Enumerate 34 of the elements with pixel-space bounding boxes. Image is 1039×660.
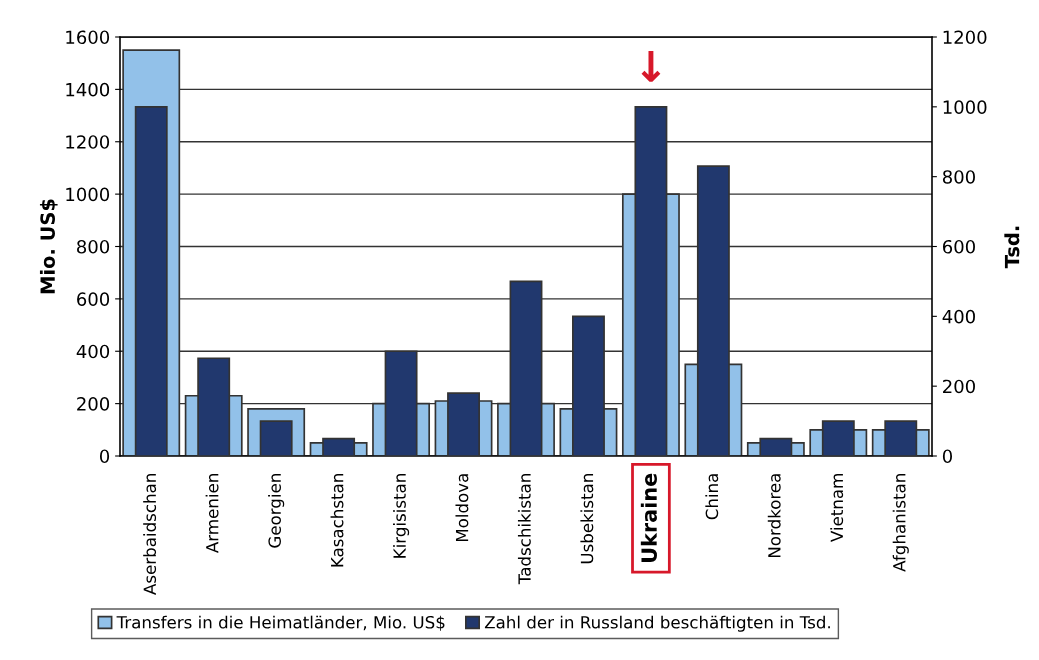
x-tick-label: Tadschikistan [517,474,531,585]
y-tick-label: 1600 [66,30,110,45]
y-tick-label: 1400 [66,82,110,97]
y-tick-label: 600 [77,292,110,306]
y2-tick-label: 1200 [943,30,987,45]
y-tick-label: 800 [77,239,110,254]
y-tick-label: 400 [76,344,110,359]
y2-tick-label: 400 [942,309,975,324]
x-tick-label: China [705,474,719,520]
annotation: ↓ [641,51,661,82]
x-tick-label: Ukraine [640,473,657,562]
y-tick-label: 0 [99,449,110,464]
y2-tick-label: 800 [942,170,975,184]
x-tick-label: Kasachstan [330,474,344,567]
legend-label: Transfers in die Heimatländer, Mio. US$ [116,615,445,631]
x-tick-label: Moldova [455,474,469,542]
x-tick-label: Usbekistan [580,474,594,564]
x-tick-label: Aserbaidschan [143,474,157,595]
x-tick-label: Afghanistan [892,474,909,572]
x-tick-label: Armenien [205,474,219,553]
y-tick-label: 1200 [66,135,110,149]
x-tick-label: Nordkorea [767,474,781,558]
y-tick-label: 200 [77,397,110,411]
y2-tick-label: 0 [942,449,953,464]
x-tick-label: Vietnam [830,474,844,542]
y2-tick-label: 600 [942,239,975,254]
y2-axis-title: Tsd. [1004,226,1020,269]
y2-tick-label: 1000 [943,100,987,114]
x-tick-label: Georgien [268,474,285,548]
legend-label: Zahl der in Russland beschäftigten in Tsd. [484,615,830,632]
x-tick-label: Kirgisistan [393,474,410,558]
y-tick-label: 1000 [66,187,110,202]
y2-tick-label: 200 [943,379,975,394]
y-axis-title: Mio. US$ [39,199,58,294]
